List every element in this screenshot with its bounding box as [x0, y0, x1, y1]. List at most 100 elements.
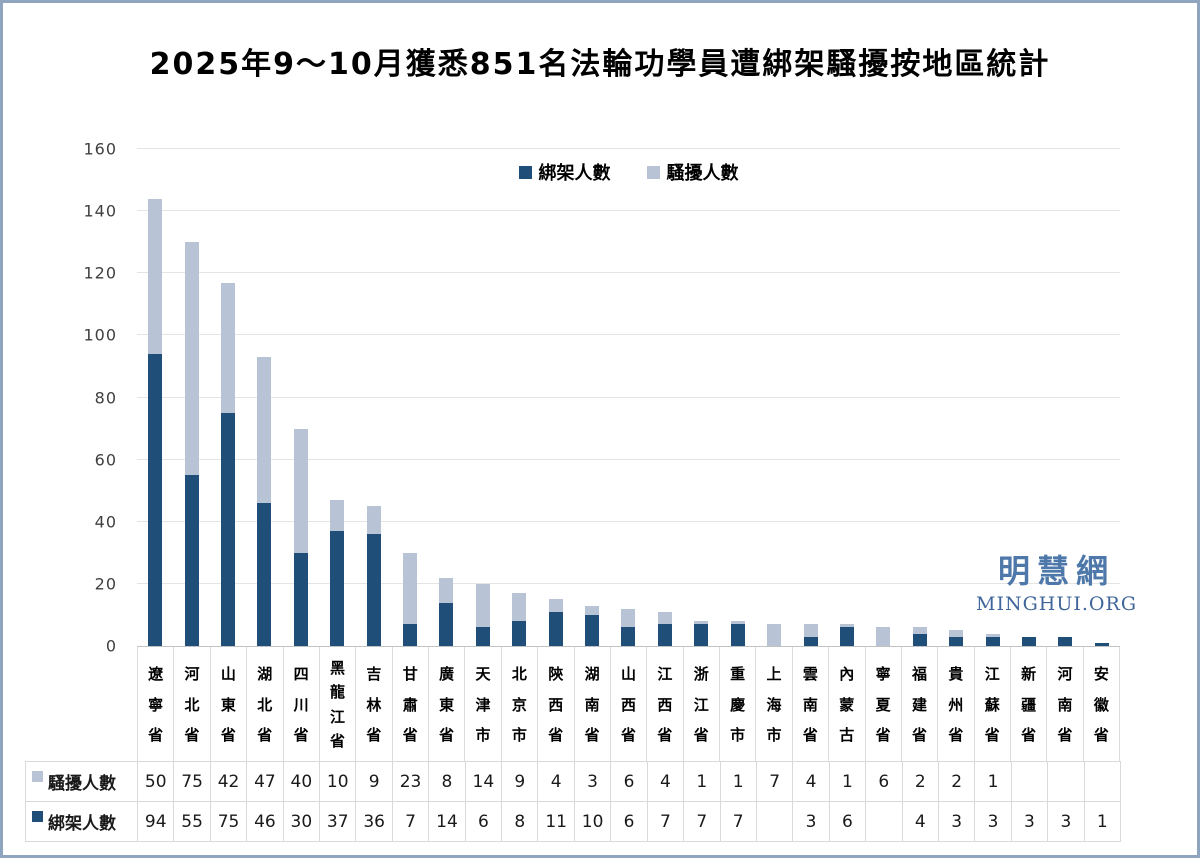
- x-category-label-18: 雲南省: [793, 647, 830, 763]
- x-label-char: 京: [511, 695, 527, 714]
- x-label-char: 夏: [875, 695, 891, 714]
- x-label-char: 州: [948, 695, 964, 714]
- bar-segment-harassed-20: [876, 627, 891, 646]
- x-label-char: 重: [730, 665, 746, 684]
- x-label-char: 西: [657, 695, 673, 714]
- table-cell-r0-c9: 14: [465, 762, 503, 802]
- bar-segment-kidnapped-5: [330, 531, 345, 646]
- bar-stack-20: [876, 627, 891, 646]
- x-label-char: 省: [693, 725, 709, 744]
- table-cell-r1-c25: 3: [1048, 802, 1085, 842]
- table-cell-r0-c2: 42: [210, 762, 248, 802]
- table-cell-r0-c8: 8: [429, 762, 466, 802]
- bar-segment-harassed-1: [184, 242, 199, 476]
- x-label-char: 雲: [802, 665, 818, 684]
- grid-line-120: [137, 272, 1120, 274]
- bar-column-3: [246, 149, 282, 646]
- bar-segment-kidnapped-9: [475, 627, 490, 646]
- x-category-label-15: 浙江省: [684, 647, 720, 763]
- bar-column-10: [501, 149, 537, 646]
- x-category-label-17: 上海市: [756, 647, 793, 763]
- grid-line-20: [137, 582, 1120, 584]
- bar-stack-26: [1094, 642, 1109, 646]
- table-cell-r0-c3: 47: [247, 762, 284, 802]
- bar-column-17: [756, 149, 792, 646]
- x-category-label-7: 甘肅省: [393, 647, 429, 763]
- bar-segment-kidnapped-15: [694, 624, 709, 646]
- y-tick-label-80: 80: [94, 388, 117, 407]
- harassed-swatch-icon: [32, 771, 43, 782]
- x-label-char: 吉: [366, 665, 382, 684]
- bar-stack-10: [512, 593, 527, 646]
- bar-column-14: [647, 149, 683, 646]
- x-label-char: 省: [293, 725, 309, 744]
- bar-segment-kidnapped-25: [1058, 636, 1073, 646]
- grid-line-80: [137, 396, 1120, 398]
- bar-column-12: [574, 149, 610, 646]
- bar-segment-kidnapped-21: [912, 633, 927, 646]
- x-label-char: 東: [439, 695, 455, 714]
- x-label-char: 省: [257, 725, 273, 744]
- bar-column-16: [720, 149, 756, 646]
- bar-segment-harassed-8: [439, 577, 454, 603]
- table-cell-r0-c7: 23: [392, 762, 430, 802]
- x-label-char: 上: [766, 665, 782, 684]
- table-cell-r0-c24: [1011, 762, 1049, 802]
- bar-column-4: [283, 149, 319, 646]
- x-label-char: 省: [984, 725, 1000, 744]
- table-cell-r1-c6: 36: [356, 802, 393, 842]
- bar-segment-harassed-10: [512, 593, 527, 622]
- x-category-label-12: 湖南省: [575, 647, 611, 763]
- bar-stack-7: [403, 552, 418, 646]
- bar-stack-2: [221, 282, 236, 646]
- x-category-label-8: 廣東省: [429, 647, 466, 763]
- y-axis-labels: 0 20 40 60 80 100 120 140 160: [3, 140, 117, 656]
- x-label-char: 省: [148, 725, 164, 744]
- y-tick-label-140: 140: [83, 201, 117, 221]
- table-cell-r1-c3: 46: [247, 802, 284, 842]
- x-label-char: 江: [984, 665, 1000, 684]
- table-cell-r0-c17: 7: [756, 762, 794, 802]
- kidnapped-swatch-icon: [518, 165, 532, 179]
- x-label-char: 省: [875, 725, 891, 744]
- x-label-char: 龍: [330, 683, 346, 702]
- bar-segment-kidnapped-13: [621, 627, 636, 646]
- table-cell-r0-c18: 4: [793, 762, 830, 802]
- x-label-char: 津: [475, 695, 491, 714]
- bar-segment-harassed-19: [839, 624, 854, 628]
- x-label-char: 湖: [257, 665, 273, 684]
- table-cell-r1-c15: 7: [684, 802, 721, 842]
- x-label-char: 寧: [875, 665, 891, 684]
- x-label-char: 內: [839, 665, 855, 684]
- x-label-char: 蒙: [839, 695, 855, 714]
- table-cell-r1-c13: 6: [611, 802, 648, 842]
- x-label-char: 省: [1021, 725, 1037, 744]
- bar-stack-23: [985, 633, 1000, 646]
- bar-stack-25: [1058, 636, 1073, 646]
- bar-stack-4: [293, 428, 308, 646]
- bar-segment-harassed-12: [585, 605, 600, 615]
- x-label-char: 河: [184, 665, 200, 684]
- table-row-label-1: 綁架人數: [48, 814, 116, 834]
- table-cell-r1-c1: 55: [174, 802, 211, 842]
- table-cell-r0-c25: [1048, 762, 1085, 802]
- y-tick-label-120: 120: [83, 263, 117, 283]
- table-cell-r0-c11: 4: [538, 762, 575, 802]
- bar-stack-18: [803, 624, 818, 646]
- x-category-label-21: 福建省: [902, 647, 939, 763]
- x-label-char: 南: [584, 695, 600, 714]
- bar-segment-kidnapped-4: [293, 552, 308, 646]
- bar-column-1: [173, 149, 209, 646]
- bar-segment-harassed-9: [475, 583, 490, 628]
- x-label-char: 河: [1057, 665, 1073, 684]
- bar-segment-harassed-0: [148, 198, 163, 355]
- bar-segment-harassed-3: [257, 357, 272, 504]
- legend-label-harassed: 騷擾人數: [666, 163, 739, 184]
- bar-segment-kidnapped-14: [657, 624, 672, 646]
- x-category-label-0: 遼寧省: [138, 647, 175, 763]
- x-category-label-25: 河南省: [1047, 647, 1084, 763]
- x-category-label-16: 重慶市: [720, 647, 757, 763]
- bar-stack-17: [767, 624, 782, 646]
- bar-stack-9: [475, 583, 490, 646]
- x-label-char: 省: [802, 725, 818, 744]
